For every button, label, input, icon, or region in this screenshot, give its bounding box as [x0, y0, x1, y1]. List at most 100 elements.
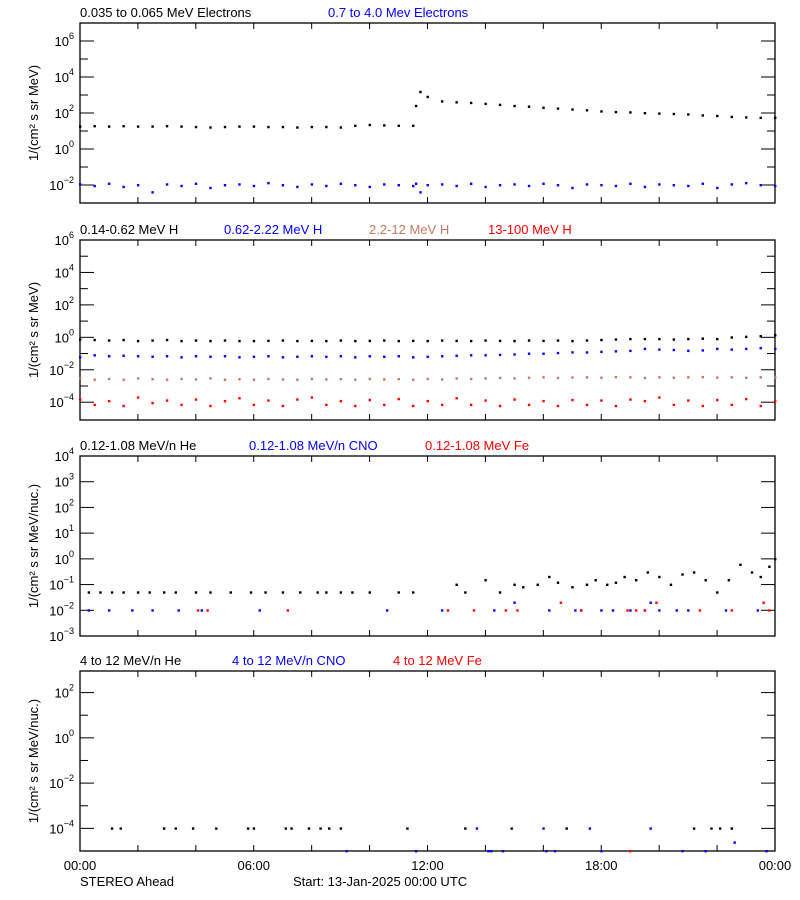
x-tick-label: 00:00 [64, 858, 97, 873]
data-point [716, 376, 719, 379]
data-point [440, 100, 444, 103]
data-point [180, 339, 183, 343]
data-point [527, 184, 531, 188]
data-point [513, 104, 516, 108]
legend-entry: 0.14-0.62 MeV H [80, 222, 178, 237]
x-tick-label: 18:00 [585, 858, 618, 873]
data-point [672, 348, 676, 352]
data-point [440, 355, 444, 358]
data-point [414, 850, 418, 853]
data-point [296, 339, 299, 343]
data-point [629, 182, 632, 185]
data-point [325, 339, 328, 343]
data-point [730, 609, 733, 612]
data-point [351, 591, 354, 594]
data-point [727, 579, 731, 582]
data-point [629, 337, 632, 341]
data-point [368, 185, 371, 189]
data-point [165, 183, 169, 186]
data-point [774, 376, 777, 379]
data-point [513, 353, 516, 356]
data-point [79, 356, 82, 359]
data-point [258, 609, 261, 612]
data-point [774, 116, 777, 120]
data-point [600, 338, 603, 342]
data-point [267, 399, 270, 402]
data-point [750, 571, 754, 574]
data-point [626, 609, 629, 612]
data-point [585, 183, 589, 186]
data-point [649, 601, 652, 604]
data-point [339, 827, 343, 830]
x-tick-label: 00:00 [759, 858, 792, 873]
data-point [325, 184, 328, 188]
data-point [206, 609, 209, 612]
data-point [310, 396, 314, 399]
data-point [643, 337, 647, 341]
y-axis-label: 1/(cm² s sr MeV/nuc.) [26, 484, 41, 608]
data-point [354, 184, 357, 187]
data-point [614, 350, 618, 353]
data-point [412, 591, 415, 594]
data-point [339, 339, 343, 342]
data-point [136, 125, 140, 128]
legend-entry: 4 to 12 MeV/n CNO [232, 653, 345, 668]
data-point [571, 186, 574, 190]
data-point [426, 377, 429, 381]
data-point [542, 827, 545, 830]
data-point [426, 399, 429, 403]
data-point [513, 339, 516, 343]
data-point [643, 347, 647, 351]
data-point [325, 591, 328, 594]
start-time-label: Start: 13-Jan-2025 00:00 UTC [293, 874, 467, 889]
y-tick-label: 104 [55, 262, 74, 280]
data-point [724, 609, 728, 612]
data-point [484, 377, 487, 380]
data-point [643, 609, 647, 612]
data-point [765, 850, 768, 853]
data-point [672, 376, 676, 379]
data-point [296, 126, 299, 129]
data-point [759, 335, 762, 338]
data-point [223, 339, 227, 342]
data-point [406, 827, 409, 830]
data-point [759, 404, 762, 408]
data-point [455, 101, 458, 104]
data-point [267, 125, 270, 129]
data-point [307, 827, 311, 830]
data-point [151, 191, 154, 194]
data-point [209, 339, 212, 343]
data-point [498, 184, 502, 187]
data-point [107, 399, 111, 403]
data-point [339, 399, 343, 403]
data-point [559, 601, 563, 604]
y-axis-label: 1/(cm² s sr MeV) [26, 65, 41, 161]
data-point [296, 185, 299, 189]
y-tick-label: 102 [55, 103, 74, 121]
data-point [316, 591, 319, 594]
data-point [464, 827, 467, 830]
series-3 [629, 850, 632, 853]
data-point [440, 183, 444, 186]
data-point [107, 339, 111, 342]
data-point [194, 339, 198, 342]
data-point [446, 609, 450, 612]
series-1 [79, 90, 777, 129]
data-point [759, 346, 762, 350]
data-point [368, 123, 371, 127]
data-point [484, 102, 487, 106]
data-point [209, 126, 212, 129]
data-point [151, 401, 154, 405]
data-point [412, 356, 415, 359]
data-point [698, 609, 702, 612]
data-point [649, 827, 652, 830]
data-point [119, 827, 122, 830]
series-2 [79, 181, 777, 194]
data-point [194, 182, 198, 185]
data-point [310, 355, 314, 358]
data-point [252, 403, 256, 407]
data-point [223, 355, 227, 358]
data-point [585, 109, 589, 112]
data-point [122, 378, 125, 381]
data-point [759, 116, 762, 120]
